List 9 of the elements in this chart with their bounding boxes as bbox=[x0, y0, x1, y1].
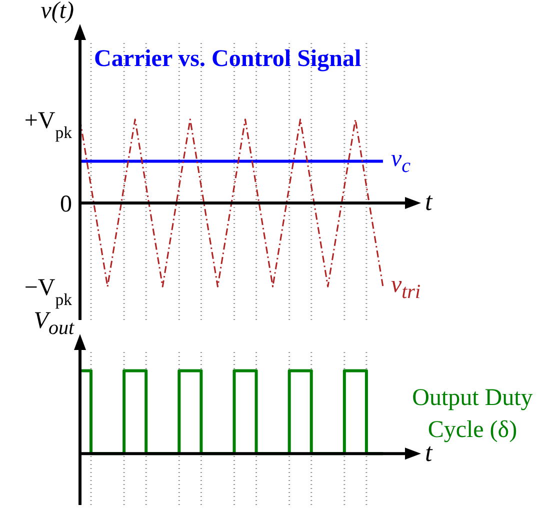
series-label: v$_{c}$ bbox=[390, 146, 410, 178]
chart-title: Carrier vs. Control Signal bbox=[94, 46, 362, 73]
x-axis-title: t bbox=[425, 186, 432, 217]
text: +V$_{pk}$ bbox=[24, 108, 73, 142]
y-axis-title: V$_{out}$ bbox=[34, 308, 74, 339]
y-axis-title: v(t) bbox=[40, 0, 74, 26]
text: 0 bbox=[60, 191, 72, 218]
text: −V$_{pk}$ bbox=[24, 274, 73, 308]
series-label: v$_{tri}$ bbox=[390, 272, 421, 304]
